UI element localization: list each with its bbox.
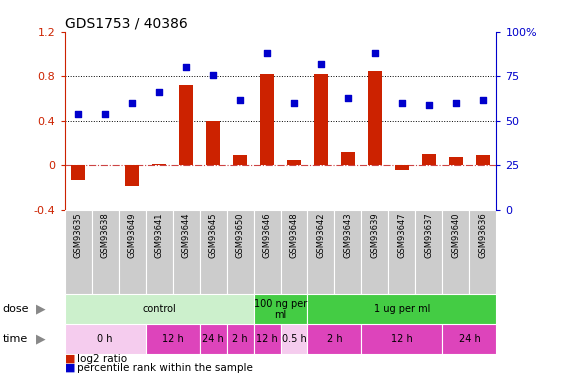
Text: GSM93639: GSM93639 [370, 213, 379, 258]
Text: 24 h: 24 h [458, 334, 480, 344]
Text: ▶: ▶ [36, 333, 46, 346]
Bar [361, 324, 443, 354]
Bar [449, 157, 463, 165]
Point [370, 50, 379, 56]
Point [73, 111, 82, 117]
Point [263, 50, 272, 56]
Bar [307, 210, 334, 294]
Bar [200, 210, 227, 294]
Point [479, 97, 488, 103]
Point [209, 72, 218, 78]
Bar [368, 71, 381, 165]
Text: 12 h: 12 h [391, 334, 413, 344]
Bar [65, 210, 91, 294]
Text: GSM93635: GSM93635 [73, 213, 82, 258]
Text: 2 h: 2 h [327, 334, 342, 344]
Bar [307, 324, 361, 354]
Text: GSM93650: GSM93650 [236, 213, 245, 258]
Text: time: time [3, 334, 28, 344]
Bar [361, 210, 388, 294]
Bar [254, 324, 280, 354]
Text: GSM93646: GSM93646 [263, 213, 272, 258]
Bar [287, 160, 301, 165]
Bar [260, 74, 274, 165]
Bar [443, 210, 470, 294]
Text: GSM93648: GSM93648 [289, 213, 298, 258]
Text: 12 h: 12 h [256, 334, 278, 344]
Bar [180, 86, 193, 165]
Text: GSM93649: GSM93649 [127, 213, 136, 258]
Text: 100 ng per
ml: 100 ng per ml [254, 298, 307, 320]
Point [343, 95, 352, 101]
Text: 2 h: 2 h [232, 334, 248, 344]
Bar [280, 324, 307, 354]
Text: GSM93647: GSM93647 [398, 213, 407, 258]
Bar [206, 121, 220, 165]
Text: ▶: ▶ [36, 303, 46, 316]
Point [100, 111, 109, 117]
Bar [227, 324, 254, 354]
Bar [91, 210, 118, 294]
Text: GSM93638: GSM93638 [100, 213, 109, 258]
Bar [227, 210, 254, 294]
Text: 24 h: 24 h [202, 334, 224, 344]
Bar [125, 165, 139, 186]
Bar [470, 210, 496, 294]
Text: GSM93643: GSM93643 [343, 213, 352, 258]
Point [127, 100, 136, 106]
Bar [118, 210, 145, 294]
Bar [200, 324, 227, 354]
Bar [65, 324, 145, 354]
Text: GSM93642: GSM93642 [316, 213, 325, 258]
Text: percentile rank within the sample: percentile rank within the sample [77, 363, 253, 373]
Bar [341, 152, 355, 165]
Bar [145, 210, 173, 294]
Text: GSM93641: GSM93641 [154, 213, 163, 258]
Text: 1 ug per ml: 1 ug per ml [374, 304, 430, 314]
Point [425, 102, 434, 108]
Bar [65, 294, 254, 324]
Point [154, 90, 163, 96]
Text: GSM93640: GSM93640 [452, 213, 461, 258]
Text: GSM93644: GSM93644 [182, 213, 191, 258]
Bar [307, 294, 496, 324]
Text: ■: ■ [65, 363, 75, 373]
Text: dose: dose [3, 304, 29, 314]
Bar [314, 74, 328, 165]
Bar [152, 164, 165, 165]
Bar [280, 210, 307, 294]
Bar [254, 294, 307, 324]
Point [398, 100, 407, 106]
Text: GSM93636: GSM93636 [479, 213, 488, 258]
Bar [422, 154, 436, 165]
Text: control: control [142, 304, 176, 314]
Bar [476, 156, 490, 165]
Text: log2 ratio: log2 ratio [77, 354, 127, 364]
Bar [71, 165, 85, 180]
Text: 0 h: 0 h [97, 334, 113, 344]
Bar [254, 210, 280, 294]
Bar [173, 210, 200, 294]
Text: GDS1753 / 40386: GDS1753 / 40386 [65, 17, 187, 31]
Bar [334, 210, 361, 294]
Text: 0.5 h: 0.5 h [282, 334, 306, 344]
Bar [396, 165, 409, 170]
Bar [145, 324, 200, 354]
Text: ■: ■ [65, 354, 75, 364]
Point [236, 97, 245, 103]
Point [452, 100, 461, 106]
Point [182, 64, 191, 70]
Bar [233, 156, 247, 165]
Text: GSM93637: GSM93637 [425, 213, 434, 258]
Point [316, 61, 325, 67]
Bar [443, 324, 496, 354]
Text: GSM93645: GSM93645 [209, 213, 218, 258]
Bar [389, 210, 416, 294]
Bar [416, 210, 443, 294]
Point [289, 100, 298, 106]
Text: 12 h: 12 h [162, 334, 183, 344]
